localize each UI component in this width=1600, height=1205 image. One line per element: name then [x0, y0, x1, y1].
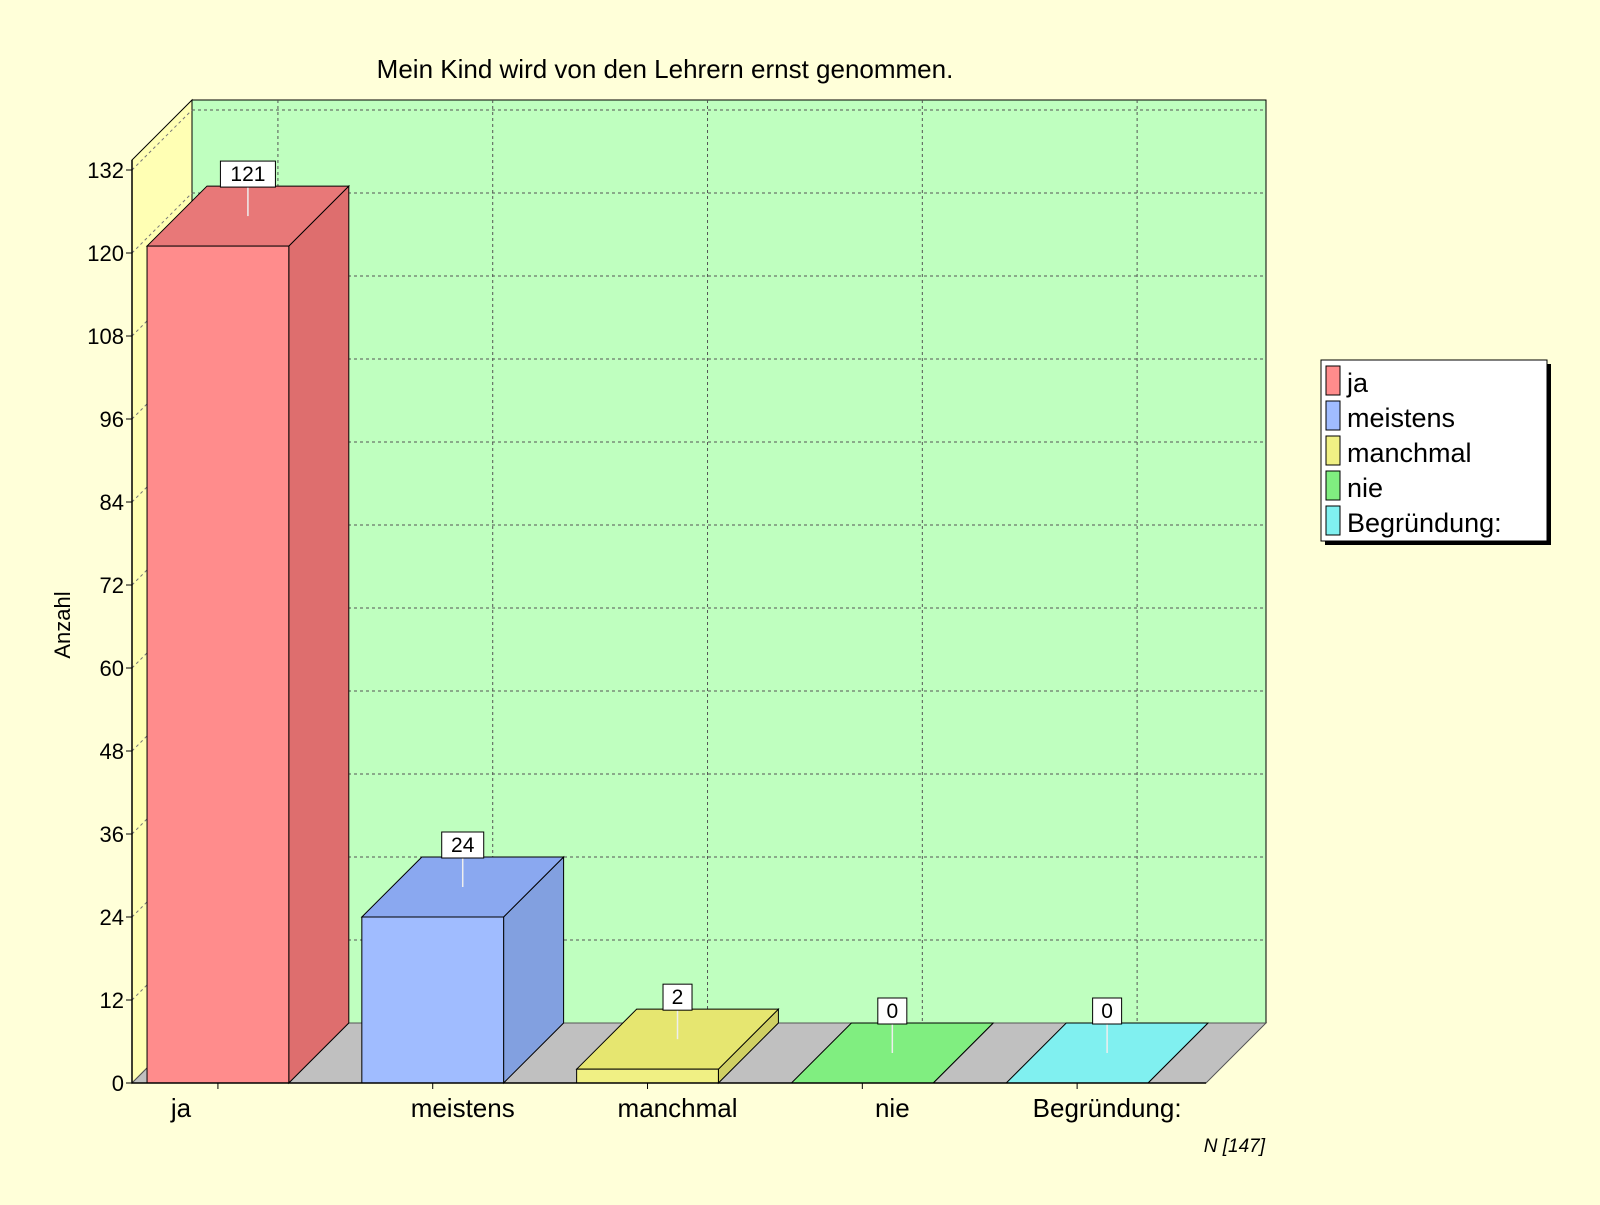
y-tick-label: 48 [100, 739, 124, 764]
x-tick-label-4: Begründung: [1033, 1093, 1182, 1123]
y-tick-label: 24 [100, 905, 124, 930]
chart-title: Mein Kind wird von den Lehrern ernst gen… [377, 54, 954, 84]
bar-front-1 [361, 916, 505, 1084]
y-tick-label: 36 [100, 822, 124, 847]
y-tick-label: 72 [100, 573, 124, 598]
data-label-1: 24 [451, 834, 475, 857]
x-tick-label-0: ja [170, 1093, 192, 1123]
y-tick-label: 12 [100, 988, 124, 1013]
data-labels: 121 24 2 0 0 [219, 160, 1123, 1053]
bar-0 [145, 184, 351, 1085]
legend-entry-3: nie [1347, 473, 1383, 503]
gridline-side [131, 192, 193, 254]
bar-1 [360, 855, 565, 1085]
back-wall [191, 99, 1267, 1024]
y-tick-label: 84 [100, 490, 124, 515]
legend-swatch-3 [1325, 470, 1341, 501]
data-label-box-1 [441, 831, 485, 859]
axes [126, 160, 1206, 1089]
data-label-0: 121 [230, 163, 265, 186]
y-tick-label: 0 [112, 1071, 124, 1096]
bar-front-2 [576, 1068, 719, 1084]
y-tick-labels: 0 12 24 36 48 60 72 84 96 108 120 132 [87, 158, 124, 1096]
y-tick-label: 60 [100, 656, 124, 681]
legend-entry-0: ja [1346, 368, 1369, 398]
data-label-box-3 [877, 997, 908, 1025]
legend-box [1320, 359, 1548, 542]
legend-entry-4: Begründung: [1347, 508, 1502, 538]
data-label-box-4 [1092, 997, 1123, 1025]
x-tick-label-2: manchmal [618, 1093, 738, 1123]
bar-side-0 [288, 184, 350, 1085]
data-label-2: 2 [672, 986, 684, 1009]
legend-entry-2: manchmal [1347, 438, 1472, 468]
data-label-3: 0 [886, 1000, 898, 1023]
y-tick-label: 108 [87, 324, 124, 349]
legend-swatch-2 [1325, 435, 1341, 466]
x-tick-label-3: nie [875, 1093, 910, 1123]
legend-swatch-1 [1325, 400, 1341, 431]
bar-front-0 [146, 245, 290, 1084]
x-tick-label-1: meistens [411, 1093, 515, 1123]
y-tick-label: 96 [100, 407, 124, 432]
data-label-4: 0 [1101, 1000, 1113, 1023]
y-axis-label: Anzahl [50, 591, 75, 658]
x-tick-labels: ja meistens manchmal nie Begründung: [170, 1093, 1182, 1123]
legend-swatch-0 [1325, 365, 1341, 396]
y-tick-label: 132 [87, 158, 124, 183]
y-tick-label: 120 [87, 241, 124, 266]
sample-size-note: N [147] [1204, 1136, 1266, 1157]
data-label-box-0 [219, 160, 276, 188]
gridline-side [131, 109, 193, 171]
legend-swatch-4 [1325, 505, 1341, 536]
legend: ja meistens manchmal nie Begründung: [1320, 359, 1551, 545]
legend-entry-1: meistens [1347, 403, 1455, 433]
data-label-box-2 [662, 983, 693, 1011]
